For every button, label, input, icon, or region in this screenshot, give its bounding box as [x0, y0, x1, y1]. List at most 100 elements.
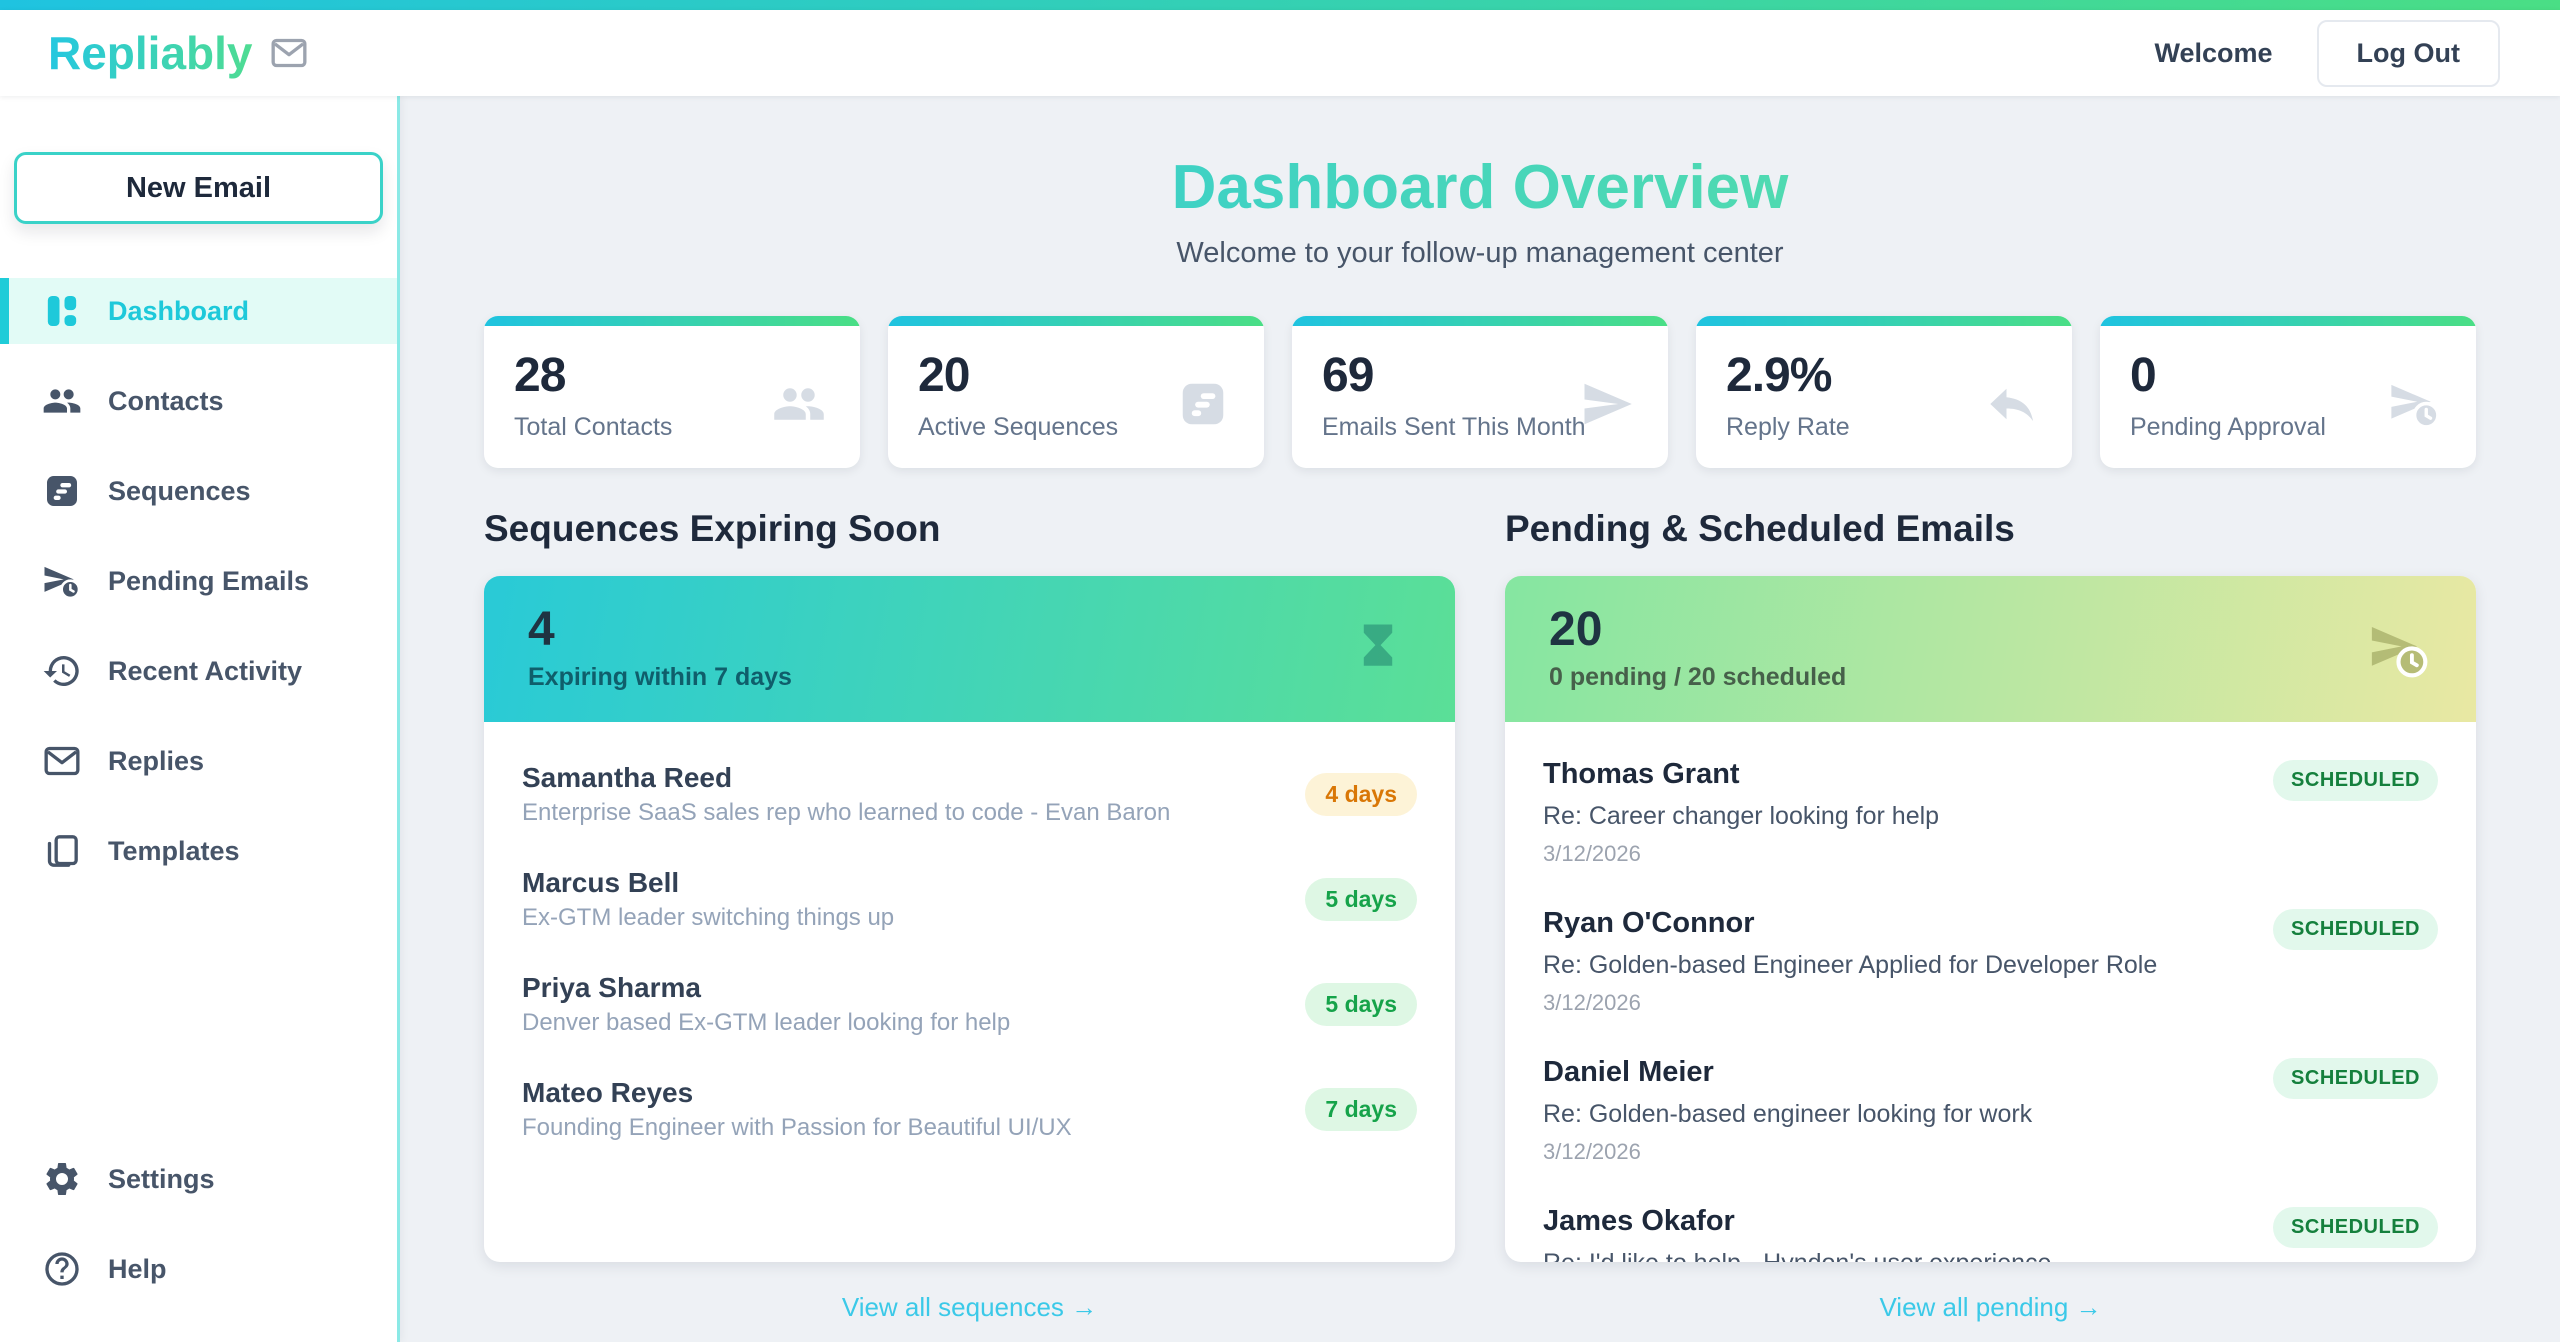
- contact-name: Marcus Bell: [522, 867, 680, 898]
- stat-label: Reply Rate: [1726, 413, 1850, 441]
- sequence-row[interactable]: Marcus Bell Ex-GTM leader switching thin…: [522, 855, 1417, 960]
- pending-email-row[interactable]: Daniel Meier Re: Golden-based engineer l…: [1543, 1048, 2438, 1197]
- stat-value: 0: [2130, 349, 2157, 402]
- sidebar-item-settings[interactable]: Settings: [0, 1146, 397, 1212]
- stats-row: 28 Total Contacts 20 Active Sequences 69…: [484, 316, 2476, 468]
- envelope-icon: [42, 741, 82, 781]
- stat-card-total-contacts: 28 Total Contacts: [484, 316, 860, 468]
- days-left-badge: 5 days: [1305, 983, 1417, 1026]
- stat-label: Active Sequences: [918, 413, 1119, 441]
- sidebar-item-sequences[interactable]: Sequences: [0, 458, 397, 524]
- sequences-icon: [42, 471, 82, 511]
- header-actions: Welcome Log Out: [2154, 19, 2500, 87]
- panel-title: Pending & Scheduled Emails: [1505, 508, 2015, 549]
- panel-title: Sequences Expiring Soon: [484, 508, 941, 549]
- sidebar-item-templates[interactable]: Templates: [0, 818, 397, 884]
- status-badge: SCHEDULED: [2273, 1058, 2438, 1099]
- status-badge: SCHEDULED: [2273, 909, 2438, 950]
- email-subject: Re: Golden-based engineer looking for wo…: [1543, 1100, 2033, 1128]
- stat-value: 28: [514, 349, 566, 402]
- send-clock-icon: [2388, 377, 2442, 431]
- sidebar-item-help[interactable]: Help: [0, 1236, 397, 1302]
- pending-card-header: 20 0 pending / 20 scheduled: [1505, 576, 2476, 722]
- view-all-sequences-link[interactable]: View all sequences →: [841, 1292, 1098, 1322]
- stat-accent-bar: [1696, 316, 2072, 326]
- status-badge: SCHEDULED: [2273, 760, 2438, 801]
- stat-label: Emails Sent This Month: [1322, 413, 1586, 441]
- top-accent-bar: [0, 0, 2560, 10]
- contact-name: Priya Sharma: [522, 972, 701, 1003]
- contacts-icon: [772, 377, 826, 431]
- sidebar-item-replies[interactable]: Replies: [0, 728, 397, 794]
- pending-card: 20 0 pending / 20 scheduled Thomas Grant…: [1505, 576, 2476, 1262]
- sidebar-item-label: Help: [108, 1253, 167, 1284]
- send-clock-icon: [2368, 618, 2430, 680]
- sequence-row[interactable]: Priya Sharma Denver based Ex-GTM leader …: [522, 960, 1417, 1065]
- recipient-name: Thomas Grant: [1543, 758, 1740, 790]
- sidebar: New Email Dashboard Contacts Sequences P…: [0, 96, 400, 1342]
- sidebar-item-contacts[interactable]: Contacts: [0, 368, 397, 434]
- view-all-pending-link[interactable]: View all pending →: [1879, 1292, 2102, 1322]
- contacts-icon: [42, 381, 82, 421]
- reply-icon: [1984, 377, 2038, 431]
- sequence-row[interactable]: Samantha Reed Enterprise SaaS sales rep …: [522, 750, 1417, 855]
- dashboard-icon: [42, 291, 82, 331]
- brand-name: Repliably: [48, 27, 253, 79]
- recipient-name: Daniel Meier: [1543, 1056, 1714, 1088]
- contact-name: Mateo Reyes: [522, 1077, 694, 1108]
- stat-accent-bar: [2100, 316, 2476, 326]
- new-email-button[interactable]: New Email: [14, 152, 383, 224]
- history-icon: [42, 651, 82, 691]
- pending-count: 20: [1549, 603, 1603, 656]
- recipient-name: James Okafor: [1543, 1205, 1735, 1237]
- pending-list: Thomas Grant Re: Career changer looking …: [1505, 722, 2476, 1262]
- sequences-list: Samantha Reed Enterprise SaaS sales rep …: [484, 722, 1455, 1262]
- page-title: Dashboard Overview: [484, 152, 2476, 223]
- stat-label: Pending Approval: [2130, 413, 2326, 441]
- copy-icon: [42, 831, 82, 871]
- stat-accent-bar: [1292, 316, 1668, 326]
- pending-email-row[interactable]: James Okafor Re: I'd like to help - Hynd…: [1543, 1197, 2438, 1262]
- logout-button[interactable]: Log Out: [2316, 19, 2500, 87]
- sidebar-item-label: Recent Activity: [108, 655, 303, 686]
- sidebar-spacer: [0, 908, 397, 1146]
- pending-email-row[interactable]: Ryan O'Connor Re: Golden-based Engineer …: [1543, 899, 2438, 1048]
- stat-label: Total Contacts: [514, 413, 673, 441]
- stat-accent-bar: [888, 316, 1264, 326]
- sidebar-item-recent-activity[interactable]: Recent Activity: [0, 638, 397, 704]
- main-content: Dashboard Overview Welcome to your follo…: [400, 96, 2560, 1342]
- sidebar-item-label: Pending Emails: [108, 565, 310, 596]
- email-subject: Re: I'd like to help - Hyndon's user exp…: [1543, 1249, 2051, 1262]
- sequences-icon: [1176, 377, 1230, 431]
- days-left-badge: 7 days: [1305, 1088, 1417, 1131]
- sidebar-item-pending-emails[interactable]: Pending Emails: [0, 548, 397, 614]
- recipient-name: Ryan O'Connor: [1543, 907, 1755, 939]
- stat-value: 2.9%: [1726, 349, 1832, 402]
- sidebar-item-dashboard[interactable]: Dashboard: [0, 278, 397, 344]
- stat-accent-bar: [484, 316, 860, 326]
- contact-description: Denver based Ex-GTM leader looking for h…: [522, 1009, 1011, 1036]
- expiring-count: 4: [528, 603, 555, 656]
- stat-card-pending-approval: 0 Pending Approval: [2100, 316, 2476, 468]
- sidebar-item-label: Replies: [108, 745, 205, 776]
- help-icon: [42, 1249, 82, 1289]
- pending-email-row[interactable]: Thomas Grant Re: Career changer looking …: [1543, 750, 2438, 899]
- pending-scheduled-panel: Pending & Scheduled Emails 20 0 pending …: [1505, 508, 2476, 1323]
- send-clock-icon: [42, 561, 82, 601]
- welcome-text: Welcome: [2154, 37, 2273, 68]
- sequence-row[interactable]: Mateo Reyes Founding Engineer with Passi…: [522, 1065, 1417, 1170]
- expiring-caption: Expiring within 7 days: [528, 663, 792, 691]
- app-header: Repliably Welcome Log Out: [0, 10, 2560, 96]
- email-subject: Re: Career changer looking for help: [1543, 802, 1940, 830]
- hourglass-icon: [1347, 618, 1409, 680]
- contact-description: Ex-GTM leader switching things up: [522, 904, 895, 931]
- contact-description: Enterprise SaaS sales rep who learned to…: [522, 799, 1171, 826]
- sidebar-footer: Settings Help: [0, 1146, 397, 1342]
- brand-logo: Repliably: [48, 26, 311, 80]
- contact-name: Samantha Reed: [522, 762, 733, 793]
- stat-value: 20: [918, 349, 970, 402]
- gear-icon: [42, 1159, 82, 1199]
- envelope-icon: [267, 33, 311, 73]
- sequences-expiring-panel: Sequences Expiring Soon 4 Expiring withi…: [484, 508, 1455, 1323]
- pending-caption: 0 pending / 20 scheduled: [1549, 663, 1847, 691]
